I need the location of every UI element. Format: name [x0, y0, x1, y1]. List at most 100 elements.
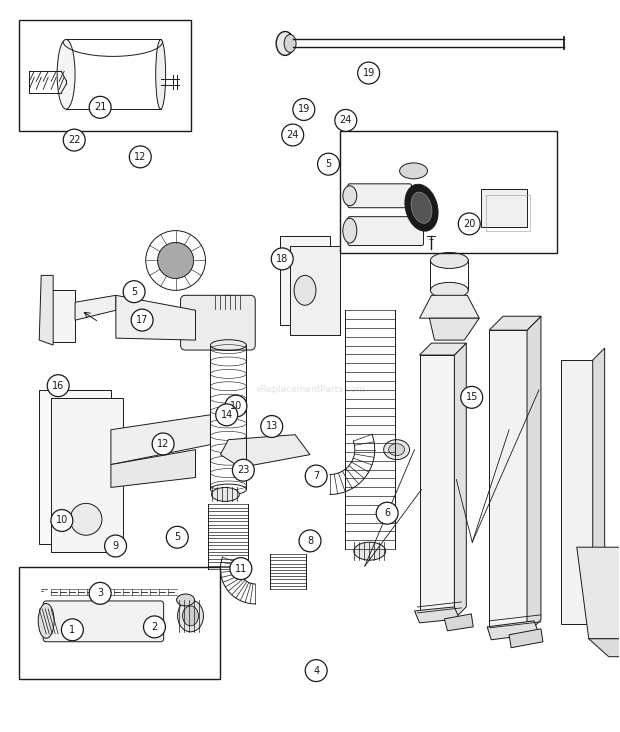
Circle shape — [51, 509, 73, 531]
Text: 2: 2 — [151, 622, 157, 632]
Circle shape — [166, 526, 188, 548]
Ellipse shape — [430, 283, 468, 299]
Text: 12: 12 — [157, 439, 169, 449]
Polygon shape — [111, 449, 195, 488]
Circle shape — [63, 129, 85, 151]
Text: 18: 18 — [276, 254, 288, 264]
Text: 11: 11 — [235, 564, 247, 574]
Bar — [290, 245, 340, 335]
Text: 10: 10 — [56, 515, 68, 526]
Ellipse shape — [38, 603, 54, 638]
Polygon shape — [509, 629, 543, 648]
Polygon shape — [220, 435, 310, 468]
Text: 15: 15 — [466, 392, 478, 403]
FancyBboxPatch shape — [43, 601, 164, 642]
Circle shape — [261, 416, 283, 438]
Circle shape — [152, 433, 174, 455]
Circle shape — [317, 153, 340, 175]
Circle shape — [232, 459, 254, 481]
Polygon shape — [415, 607, 459, 623]
Circle shape — [131, 309, 153, 331]
Ellipse shape — [400, 163, 427, 179]
Text: 14: 14 — [221, 410, 232, 420]
Ellipse shape — [177, 600, 203, 632]
Ellipse shape — [294, 275, 316, 305]
Ellipse shape — [211, 488, 239, 501]
Text: 17: 17 — [136, 315, 148, 325]
Text: 7: 7 — [313, 471, 319, 481]
Text: 24: 24 — [286, 130, 299, 140]
Circle shape — [305, 660, 327, 681]
Circle shape — [376, 502, 398, 524]
Bar — [486, 195, 530, 231]
FancyBboxPatch shape — [348, 184, 412, 208]
Circle shape — [143, 616, 166, 638]
Bar — [340, 131, 557, 253]
Ellipse shape — [57, 40, 75, 109]
Ellipse shape — [276, 31, 294, 56]
Bar — [481, 189, 527, 227]
Polygon shape — [430, 318, 479, 340]
Ellipse shape — [343, 186, 356, 206]
Circle shape — [272, 248, 293, 270]
Polygon shape — [454, 343, 466, 619]
Text: 1: 1 — [69, 625, 76, 635]
Polygon shape — [420, 343, 466, 355]
Circle shape — [225, 395, 247, 417]
Text: 24: 24 — [340, 116, 352, 125]
Polygon shape — [445, 614, 473, 631]
Text: 23: 23 — [237, 466, 249, 475]
Circle shape — [61, 619, 83, 640]
Ellipse shape — [354, 542, 386, 560]
Text: 12: 12 — [134, 152, 146, 162]
Circle shape — [358, 62, 379, 84]
Bar — [561, 360, 593, 624]
Ellipse shape — [430, 253, 468, 269]
Text: 5: 5 — [131, 287, 137, 296]
Circle shape — [105, 535, 126, 557]
Polygon shape — [111, 415, 210, 465]
Ellipse shape — [182, 606, 198, 626]
Circle shape — [281, 124, 304, 146]
Circle shape — [47, 375, 69, 397]
Text: 5: 5 — [174, 532, 180, 542]
Text: 22: 22 — [68, 135, 81, 145]
Bar — [39, 390, 111, 544]
Circle shape — [461, 386, 482, 408]
Polygon shape — [487, 621, 539, 640]
Circle shape — [293, 99, 315, 121]
Text: 4: 4 — [313, 665, 319, 676]
Text: 19: 19 — [363, 68, 374, 78]
Polygon shape — [420, 295, 479, 318]
Circle shape — [299, 530, 321, 552]
Text: 8: 8 — [307, 536, 313, 546]
Bar — [280, 236, 330, 325]
Circle shape — [230, 558, 252, 580]
Ellipse shape — [405, 184, 438, 231]
Ellipse shape — [284, 34, 296, 53]
Bar — [19, 20, 190, 131]
Ellipse shape — [215, 295, 242, 309]
Polygon shape — [589, 639, 620, 657]
Text: 9: 9 — [112, 541, 118, 551]
Circle shape — [458, 213, 480, 235]
Text: 16: 16 — [52, 381, 64, 391]
Circle shape — [130, 146, 151, 168]
Circle shape — [216, 404, 237, 426]
Circle shape — [335, 110, 356, 131]
Text: 13: 13 — [265, 422, 278, 431]
Circle shape — [70, 504, 102, 535]
Polygon shape — [39, 275, 53, 345]
Polygon shape — [116, 295, 195, 340]
Polygon shape — [527, 316, 541, 634]
Bar — [489, 330, 527, 634]
FancyBboxPatch shape — [348, 217, 423, 245]
Text: 5: 5 — [326, 159, 332, 169]
Text: 20: 20 — [463, 219, 476, 229]
Ellipse shape — [177, 594, 195, 606]
Ellipse shape — [343, 218, 356, 243]
Circle shape — [89, 97, 111, 119]
Bar — [51, 398, 123, 552]
Bar — [420, 355, 454, 619]
Ellipse shape — [156, 40, 166, 109]
